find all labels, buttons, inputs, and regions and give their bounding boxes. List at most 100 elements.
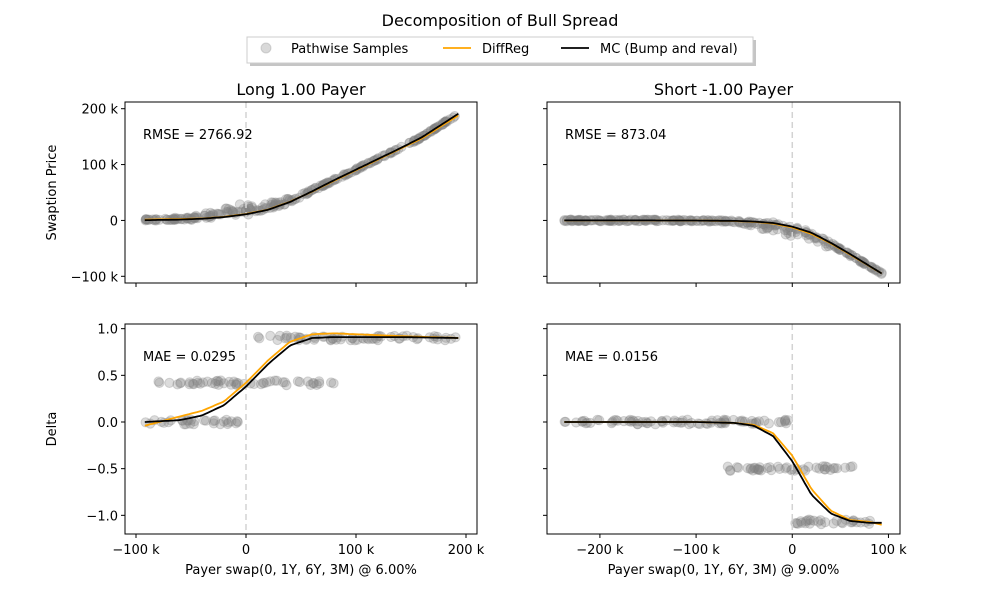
sample-point: [840, 462, 851, 473]
mc-curve: [144, 112, 459, 222]
sample-point: [817, 461, 829, 472]
sample-point: [175, 378, 186, 389]
panel-delta-short: −200 k −100 k 0 100 k MAE = 0.0156 Payer swap…: [543, 323, 907, 578]
sample-point: [847, 461, 858, 472]
sample-point: [811, 462, 822, 473]
sample-point: [813, 516, 824, 527]
sample-point: [197, 377, 209, 388]
sample-point: [253, 331, 264, 342]
sample-point: [828, 518, 839, 529]
sample-point: [226, 416, 237, 427]
axes-frame: [124, 101, 478, 284]
sample-point: [172, 379, 183, 390]
legend-diffreg-label: DiffReg: [482, 42, 529, 57]
sample-point: [803, 461, 814, 472]
sample-point: [791, 518, 803, 529]
sample-point: [796, 517, 807, 529]
sample-point: [294, 376, 305, 388]
panel-title: Long 1.00 Payer: [236, 80, 366, 99]
sample-point: [153, 376, 164, 387]
sample-point: [223, 204, 234, 215]
sample-point: [774, 463, 785, 474]
sample-point: [768, 225, 779, 236]
sample-point: [700, 418, 712, 429]
sample-point: [278, 377, 289, 388]
sample-point: [642, 418, 653, 429]
sample-point: [822, 462, 833, 473]
sample-point: [762, 223, 773, 234]
sample-point: [819, 464, 830, 475]
sample-point: [742, 463, 753, 474]
sample-point: [781, 462, 792, 473]
sample-point: [213, 376, 224, 387]
sample-point: [215, 419, 226, 430]
sample-point: [211, 376, 222, 387]
sample-point: [579, 415, 590, 426]
sample-point: [228, 376, 239, 387]
axes-frame: [546, 101, 901, 284]
sample-point: [272, 334, 283, 346]
sample-point: [779, 415, 791, 426]
sample-point: [258, 377, 269, 388]
sample-point: [279, 377, 290, 388]
sample-point: [231, 377, 242, 388]
sample-point: [220, 203, 231, 214]
sample-point: [206, 377, 218, 389]
sample-point: [820, 517, 831, 528]
x-tick-label: −100 k: [112, 543, 160, 558]
sample-point: [656, 415, 668, 427]
sample-point: [606, 418, 617, 429]
sample-point: [762, 462, 773, 474]
sample-point: [756, 223, 768, 234]
sample-point: [752, 464, 763, 475]
sample-point: [612, 415, 623, 426]
sample-point: [231, 379, 242, 390]
sample-point: [745, 464, 756, 475]
sample-point: [258, 378, 269, 389]
sample-point: [200, 415, 212, 426]
sample-point: [781, 418, 792, 429]
sample-point: [233, 378, 244, 389]
sample-point: [792, 518, 803, 529]
sample-point: [232, 416, 243, 427]
sample-point: [226, 379, 237, 390]
legend-mc-label: MC (Bump and reval): [600, 42, 738, 57]
sample-point: [184, 377, 195, 388]
sample-point: [246, 201, 257, 212]
sample-point: [752, 463, 763, 474]
y-axis-label: Swaption Price: [45, 145, 60, 241]
legend-samples-label: Pathwise Samples: [291, 42, 408, 57]
sample-point: [753, 416, 765, 427]
sample-point: [212, 375, 223, 386]
panel-price-short: RMSE = 873.04 Short -1.00 Payer: [543, 80, 901, 287]
sample-point: [820, 464, 831, 475]
sample-point: [314, 376, 325, 387]
sample-point: [782, 415, 794, 426]
sample-point: [302, 376, 313, 387]
sample-point: [758, 223, 769, 234]
sample-point: [729, 217, 740, 228]
sample-point: [773, 417, 784, 428]
sample-point: [632, 415, 644, 427]
axes-frame: [124, 323, 478, 535]
x-axis-label: Payer swap(0, 1Y, 6Y, 3M) @ 9.00%: [608, 563, 840, 578]
sample-point: [779, 416, 791, 427]
sample-point: [231, 379, 242, 390]
sample-point: [627, 415, 638, 426]
sample-point: [224, 376, 235, 387]
sample-point: [271, 375, 282, 386]
sample-point: [825, 464, 836, 475]
sample-point: [802, 515, 813, 526]
sample-point: [429, 331, 440, 342]
sample-point: [780, 463, 791, 474]
sample-point: [816, 519, 827, 530]
sample-point: [790, 518, 801, 529]
sample-point: [202, 376, 213, 387]
sample-point: [269, 375, 280, 386]
sample-point: [314, 378, 325, 389]
sample-point: [786, 465, 797, 476]
sample-point: [763, 418, 775, 429]
sample-point: [326, 377, 337, 388]
mae-annotation: MAE = 0.0156: [565, 350, 658, 365]
sample-point: [164, 377, 175, 388]
